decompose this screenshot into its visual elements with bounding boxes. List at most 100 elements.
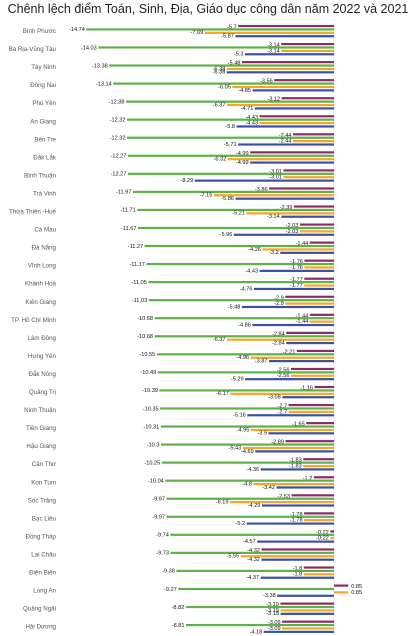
category-label: Phú Yên bbox=[32, 100, 56, 107]
value-label: -2.39 bbox=[280, 205, 293, 211]
bar-3 bbox=[259, 269, 334, 272]
value-label: -10.04 bbox=[148, 478, 164, 484]
value-label: -4.99 bbox=[236, 160, 249, 166]
value-label: -4.96 bbox=[236, 355, 249, 361]
bar-0 bbox=[286, 331, 334, 334]
bar-1 bbox=[159, 389, 334, 392]
value-label: -4.99 bbox=[236, 151, 249, 157]
bar-3 bbox=[252, 323, 334, 327]
category-label: Cần Thơ bbox=[32, 461, 56, 468]
bar-1 bbox=[98, 46, 335, 49]
bar-1 bbox=[178, 587, 334, 591]
bar-0 bbox=[299, 223, 334, 226]
value-label: -9.97 bbox=[152, 497, 165, 503]
value-label: -3.86 bbox=[255, 187, 268, 193]
value-label: -10.55 bbox=[139, 352, 155, 358]
value-label: -7.15 bbox=[200, 193, 213, 199]
value-label: -5.96 bbox=[220, 232, 233, 238]
value-label: -1.44 bbox=[296, 241, 309, 247]
bar-0 bbox=[259, 115, 334, 118]
value-label: -1.8 bbox=[293, 566, 303, 572]
value-label: -3.14 bbox=[267, 43, 280, 49]
bar-3 bbox=[261, 558, 334, 561]
bar-1 bbox=[166, 497, 334, 500]
bar-3 bbox=[235, 35, 334, 38]
value-label: -2.9 bbox=[274, 301, 284, 307]
bar-0 bbox=[290, 367, 334, 371]
bar-1 bbox=[109, 64, 334, 67]
value-label: -11.03 bbox=[132, 298, 147, 304]
value-label: -6.05 bbox=[218, 84, 231, 90]
bar-1 bbox=[86, 28, 334, 31]
bar-2 bbox=[282, 627, 334, 630]
category-label: Kon Tum bbox=[31, 479, 56, 486]
bar-0 bbox=[296, 349, 334, 353]
category-label: Ninh Thuận bbox=[24, 407, 56, 414]
bar-3 bbox=[261, 504, 334, 507]
bar-3 bbox=[282, 396, 334, 399]
bar-0 bbox=[293, 205, 334, 208]
value-label: -5.55 bbox=[227, 554, 240, 560]
value-label: -3.38 bbox=[263, 593, 276, 599]
bar-2 bbox=[299, 230, 334, 233]
bar-2 bbox=[259, 121, 334, 125]
value-label: -4.32 bbox=[247, 548, 260, 554]
bar-1 bbox=[126, 100, 335, 103]
value-label: -5.48 bbox=[228, 304, 241, 310]
value-label: -3.9 bbox=[257, 431, 267, 437]
bar-2 bbox=[226, 67, 334, 71]
value-label: -5.16 bbox=[233, 413, 246, 419]
bar-1 bbox=[170, 533, 334, 536]
category-label: Hưng Yên bbox=[28, 353, 57, 360]
value-label: -4.57 bbox=[243, 539, 256, 545]
bar-2 bbox=[240, 555, 334, 558]
value-label: -9.97 bbox=[152, 515, 165, 521]
bar-0 bbox=[313, 476, 334, 479]
value-label: -2.56 bbox=[277, 367, 290, 373]
value-label: -5.71 bbox=[224, 142, 237, 148]
value-label: -3.09 bbox=[268, 626, 281, 632]
bar-3 bbox=[280, 612, 334, 615]
bar-0 bbox=[306, 422, 334, 425]
value-label: -7.69 bbox=[191, 30, 204, 36]
value-label: -11.97 bbox=[116, 190, 131, 196]
value-label: -1.44 bbox=[296, 319, 309, 325]
category-label: Lai Châu bbox=[31, 551, 56, 558]
value-label: -2.21 bbox=[283, 349, 296, 355]
bar-2 bbox=[230, 501, 334, 504]
bar-2 bbox=[262, 248, 334, 251]
value-label: -8.82 bbox=[172, 605, 185, 611]
value-label: -1.76 bbox=[290, 259, 303, 265]
value-label: -9.73 bbox=[156, 551, 169, 557]
bar-1 bbox=[148, 299, 334, 302]
bar-3 bbox=[286, 341, 334, 345]
bar-2 bbox=[242, 446, 334, 450]
value-label: -0.22 bbox=[316, 536, 329, 542]
value-label: -1.78 bbox=[290, 512, 303, 518]
bar-1 bbox=[113, 82, 334, 85]
bar-0 bbox=[274, 79, 334, 82]
bar-2 bbox=[232, 85, 334, 89]
category-label: Khánh Hoà bbox=[25, 281, 57, 288]
value-label: -13.38 bbox=[92, 63, 108, 69]
category-label: Kiên Giang bbox=[25, 299, 56, 306]
value-label: -11.27 bbox=[128, 244, 143, 250]
category-label: Bến Tre bbox=[34, 136, 56, 143]
value-label: -4.76 bbox=[240, 286, 253, 292]
value-label: -2.89 bbox=[271, 440, 284, 446]
value-label: -5.29 bbox=[231, 377, 244, 383]
value-label: -10.39 bbox=[142, 388, 158, 394]
bar-1 bbox=[166, 515, 334, 518]
bar-3 bbox=[246, 522, 334, 525]
value-label: -12.38 bbox=[109, 99, 125, 105]
category-label: Hải Dương bbox=[25, 624, 56, 631]
bar-0 bbox=[303, 566, 334, 569]
category-label: Tiền Giang bbox=[26, 425, 57, 432]
value-label: -1.76 bbox=[290, 265, 303, 271]
value-label: -4.29 bbox=[248, 503, 261, 509]
value-label: -1.83 bbox=[289, 458, 302, 464]
bar-0 bbox=[309, 313, 334, 316]
bar-2 bbox=[293, 140, 334, 143]
value-label: -14.74 bbox=[69, 27, 85, 33]
bar-2 bbox=[204, 31, 334, 34]
